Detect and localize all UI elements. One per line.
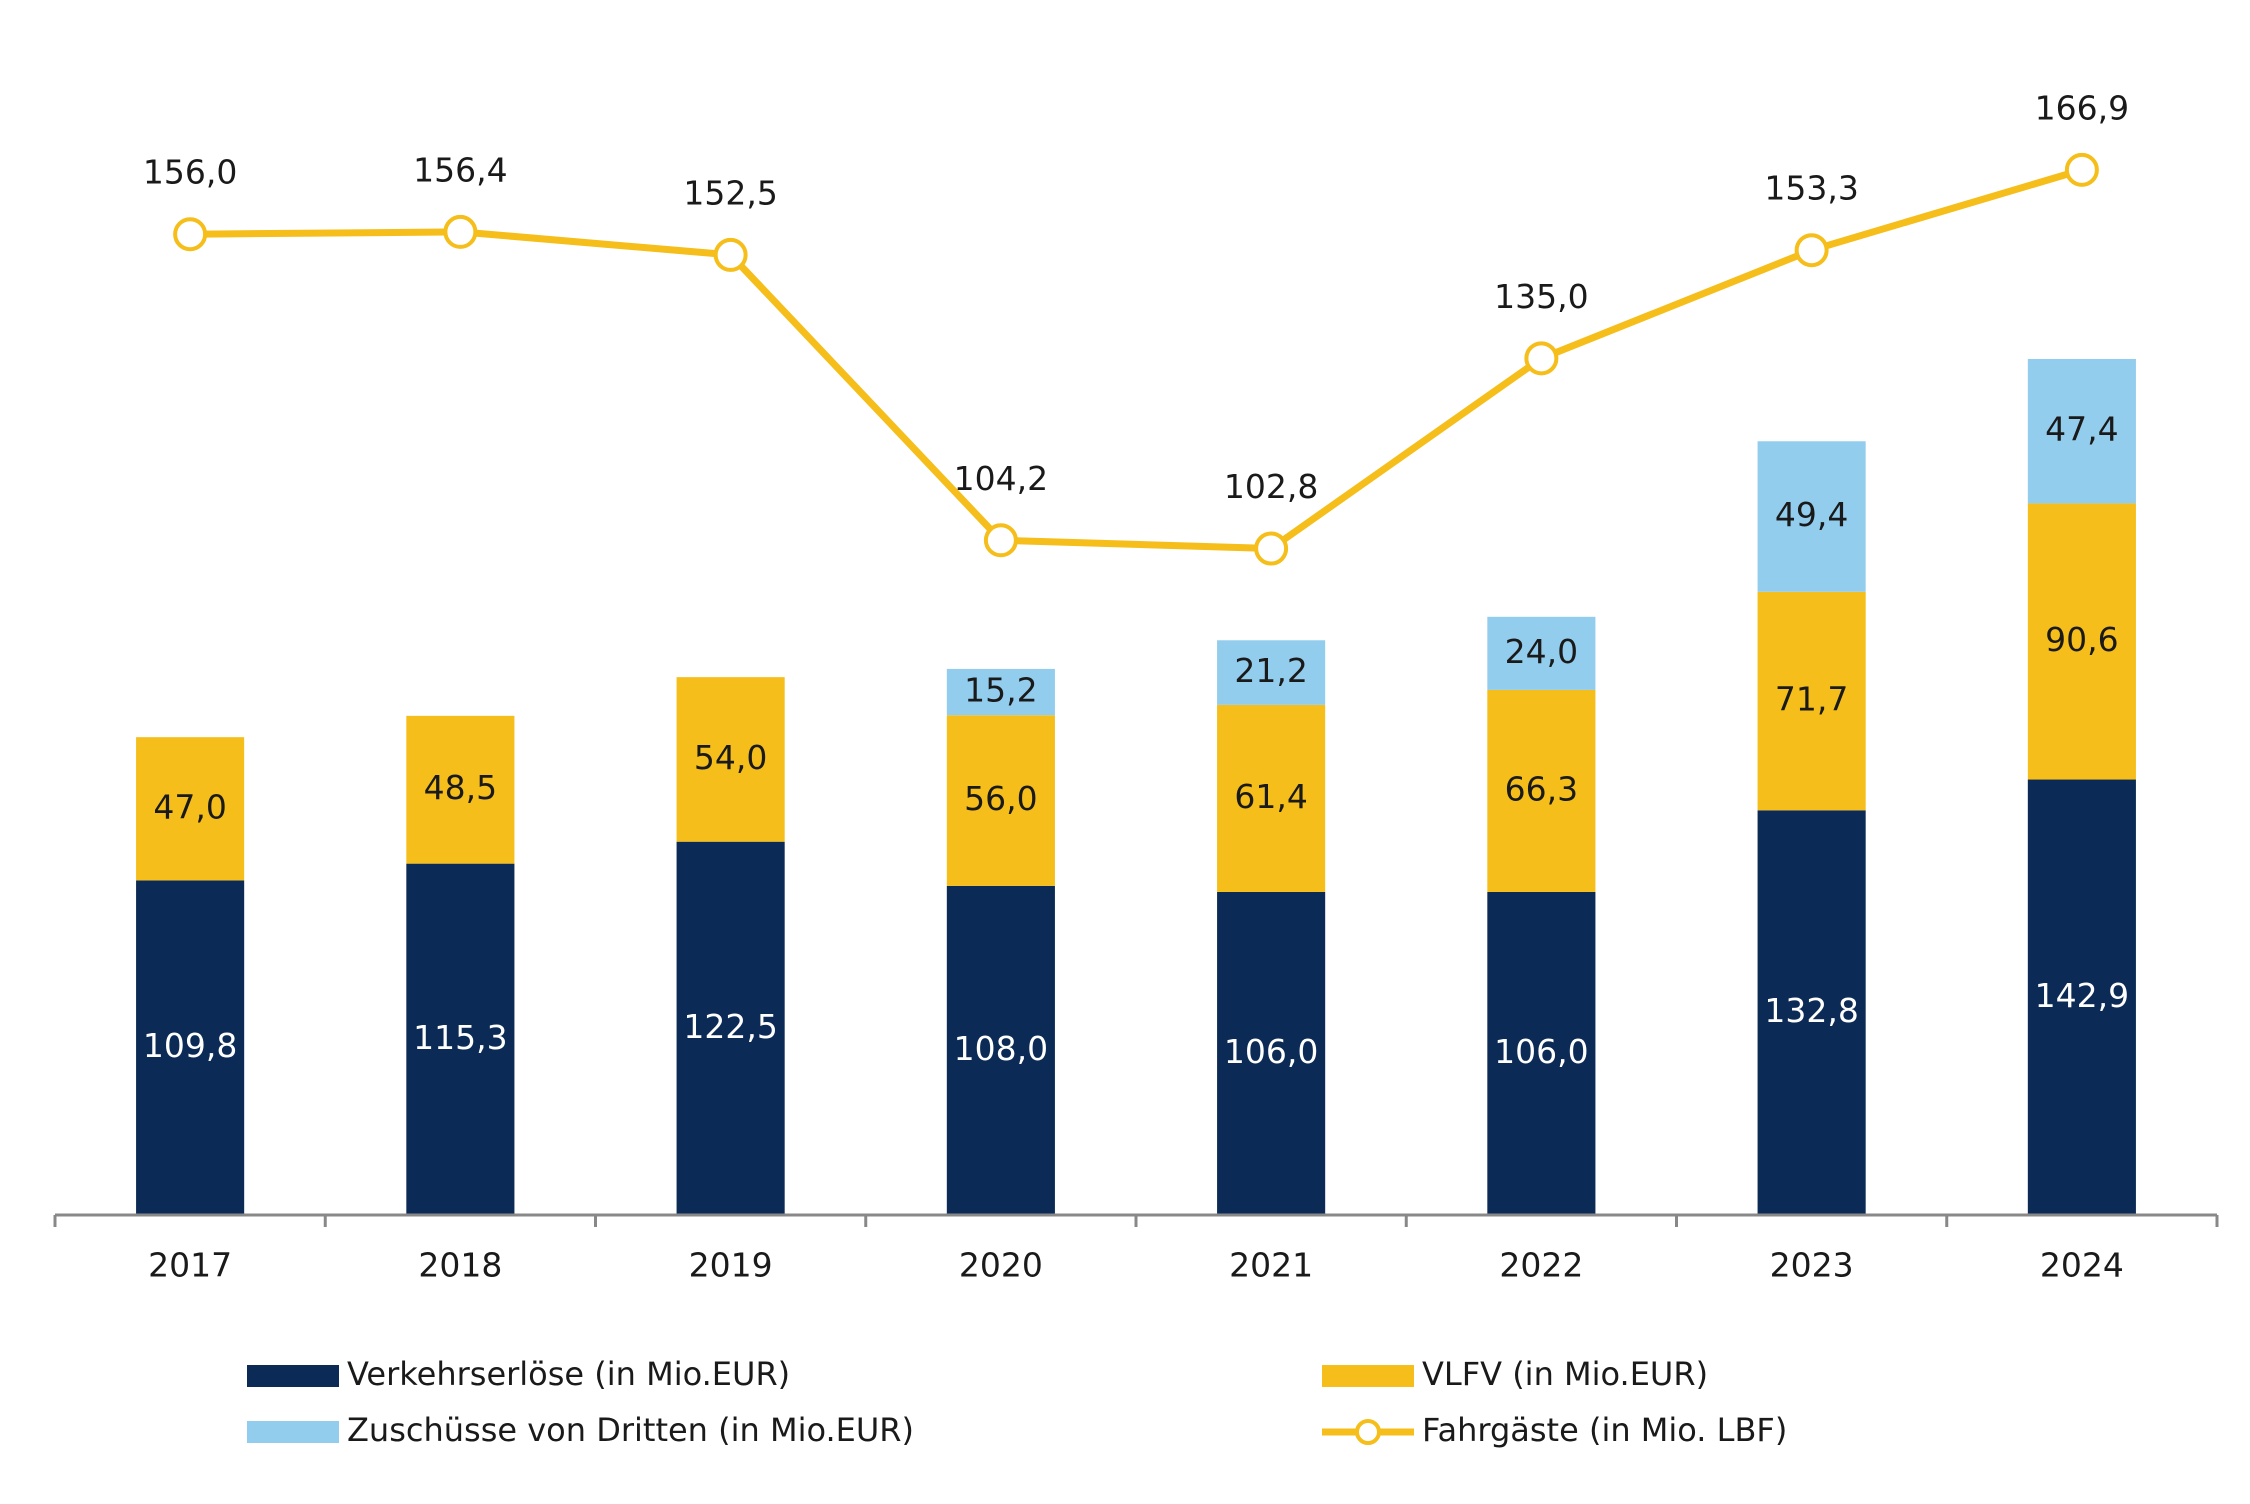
- bar-segment: [2027, 358, 2136, 504]
- bar-segment: [946, 715, 1055, 886]
- data-label: 15,2: [964, 671, 1037, 710]
- legend-swatch: [1355, 1419, 1381, 1445]
- legend-label: VLFV (in Mio.EUR): [1422, 1355, 1708, 1393]
- data-label: 156,0: [143, 153, 237, 192]
- line-marker: [713, 237, 748, 272]
- line-marker: [173, 217, 208, 252]
- bar-segment: [136, 737, 245, 881]
- data-label: 61,4: [1234, 777, 1307, 816]
- bar-segment: [136, 880, 245, 1215]
- data-label: 108,0: [954, 1029, 1048, 1068]
- bar-segment: [406, 715, 515, 864]
- bar-segment: [946, 668, 1055, 716]
- data-label: 66,3: [1505, 769, 1578, 808]
- legend-label: Zuschüsse von Dritten (in Mio.EUR): [347, 1411, 914, 1449]
- bar-segment: [406, 863, 515, 1215]
- data-label: 47,4: [2045, 410, 2118, 449]
- x-tick-label: 2021: [1229, 1246, 1313, 1285]
- bar-segment: [1217, 704, 1326, 892]
- line-marker: [1794, 233, 1829, 268]
- x-tick-label: 2024: [2040, 1246, 2124, 1285]
- line-marker: [1254, 531, 1289, 566]
- bar-segment: [676, 677, 785, 842]
- data-label: 122,5: [683, 1007, 777, 1046]
- data-label: 54,0: [694, 738, 767, 777]
- bar-segment: [1757, 810, 1866, 1215]
- data-label: 152,5: [683, 173, 777, 212]
- bar-segment: [1217, 891, 1326, 1215]
- data-label: 153,3: [1764, 169, 1858, 208]
- data-label: 109,8: [143, 1026, 237, 1065]
- data-label: 132,8: [1764, 991, 1858, 1030]
- x-tick-label: 2022: [1499, 1246, 1583, 1285]
- data-label: 135,0: [1494, 277, 1588, 316]
- data-label: 71,7: [1775, 680, 1848, 719]
- bar-segment: [1487, 891, 1596, 1215]
- legend-label: Fahrgäste (in Mio. LBF): [1422, 1411, 1787, 1449]
- data-label: 47,0: [153, 787, 226, 826]
- bar-segment: [946, 885, 1055, 1215]
- data-label: 115,3: [413, 1018, 507, 1057]
- data-label: 142,9: [2035, 976, 2129, 1015]
- bar-segment: [676, 841, 785, 1215]
- line: [190, 166, 2083, 553]
- data-label: 49,4: [1775, 495, 1848, 534]
- line-marker: [2064, 152, 2099, 187]
- data-label: 106,0: [1224, 1032, 1318, 1071]
- data-label: 156,4: [413, 150, 507, 189]
- x-tick-label: 2019: [689, 1246, 773, 1285]
- bar-segment: [1757, 441, 1866, 592]
- legend-label: Verkehrserlöse (in Mio.EUR): [347, 1355, 790, 1393]
- bar-segment: [1487, 689, 1596, 892]
- legend-swatch: [1322, 1365, 1414, 1387]
- data-label: 90,6: [2045, 620, 2118, 659]
- data-label: 48,5: [424, 768, 497, 807]
- bar-segment: [1487, 616, 1596, 690]
- data-label: 102,8: [1224, 467, 1318, 506]
- x-tick-label: 2018: [418, 1246, 502, 1285]
- x-tick-label: 2023: [1770, 1246, 1854, 1285]
- bar-segment: [1757, 591, 1866, 811]
- bar-segment: [2027, 503, 2136, 780]
- x-tick-label: 2020: [959, 1246, 1043, 1285]
- bar-segment: [1217, 640, 1326, 705]
- line-marker: [1524, 341, 1559, 376]
- legend-swatch: [247, 1365, 339, 1387]
- bar-segment: [2027, 779, 2136, 1215]
- x-tick-label: 2017: [148, 1246, 232, 1285]
- data-label: 104,2: [954, 459, 1048, 498]
- line-marker: [443, 214, 478, 249]
- data-label: 24,0: [1505, 632, 1578, 671]
- data-label: 56,0: [964, 779, 1037, 818]
- legend-swatch: [247, 1421, 339, 1443]
- data-label: 166,9: [2035, 88, 2129, 127]
- line-marker: [983, 523, 1018, 558]
- data-label: 21,2: [1234, 651, 1307, 690]
- data-label: 106,0: [1494, 1032, 1588, 1071]
